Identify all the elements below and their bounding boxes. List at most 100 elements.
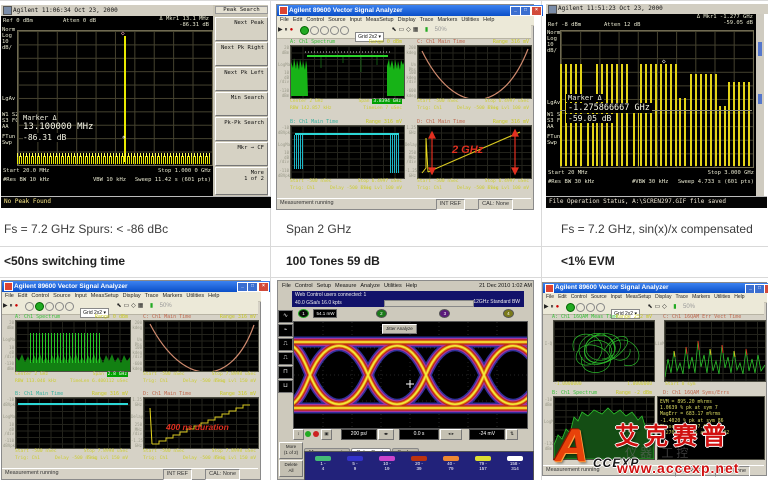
menu-utilities[interactable]: Utilities [714,294,731,300]
more-button[interactable]: More (1 of 2) [279,442,303,459]
delay-buttons[interactable]: ◂ ▸ [440,429,462,440]
menu-file[interactable]: File [546,294,555,300]
menu-markers[interactable]: Markers [437,17,458,23]
play-button[interactable]: ▶ [3,303,8,309]
zoom-box-tool-icon[interactable]: ▭ [123,303,130,309]
grid-layout-dropdown[interactable]: Grid 2x2 ▾ [611,309,640,319]
scroll-strip[interactable] [756,14,764,196]
delay-field[interactable]: 0.0 s [399,429,439,440]
menu-display[interactable]: Display [122,293,141,299]
menu-trace[interactable]: Trace [675,294,689,300]
menu-control[interactable]: Control [31,293,50,299]
channel-2-button[interactable]: 2 [375,309,387,318]
tool-button[interactable] [339,26,349,35]
grid-layout-dropdown[interactable]: Grid 2x2 ▾ [80,308,109,318]
menu-trace[interactable]: Trace [144,293,159,299]
tool-button[interactable] [54,302,64,311]
marker-tool-icon[interactable]: ◇ [131,303,136,309]
menu-source[interactable]: Source [328,17,346,23]
record-button[interactable]: ● [555,304,560,310]
menu-input[interactable]: Input [349,17,362,23]
timebase-field[interactable]: 200 ps/ [341,429,377,440]
menu-help[interactable]: Help [405,283,418,289]
tool-button[interactable] [319,26,329,35]
grid-tool-icon[interactable]: ▦ [412,27,419,33]
menu-markers[interactable]: Markers [162,293,183,299]
spin-button[interactable]: ↕ [293,429,304,440]
menu-help[interactable]: Help [483,17,495,23]
run-indicator[interactable] [305,431,311,437]
pointer-tool-icon[interactable]: ⬉ [647,304,653,310]
pointer-tool-icon[interactable]: ⬉ [116,303,122,309]
marker-tool-icon[interactable]: ◇ [662,304,667,310]
menu-display[interactable]: Display [397,17,416,23]
tool-button[interactable] [64,302,74,311]
softkey-next-pk-right[interactable]: Next Pk Right [215,42,268,66]
menu-markers[interactable]: Markers [692,294,711,300]
softkey-next-pk-left[interactable]: Next Pk Left [215,67,268,91]
waveform-preset-button[interactable]: ⊓ [278,366,293,379]
tool-button[interactable] [595,303,605,312]
waveform-preset-button[interactable]: ⊔ [278,380,293,393]
menu-meassetup[interactable]: MeasSetup [90,293,119,299]
menu-edit[interactable]: Edit [558,294,567,300]
grid-layout-dropdown[interactable]: Grid 2x2 ▾ [355,32,384,42]
maximize-button[interactable]: □ [247,282,258,292]
softkey-next-peak[interactable]: Next Peak [215,17,268,41]
close-button[interactable]: × [258,282,269,292]
menu-source[interactable]: Source [590,294,607,300]
softkey-mkr-to-cf[interactable]: Mkr → CF [215,142,268,166]
timebase-buttons[interactable]: ◂▸ [378,429,394,440]
menu-control[interactable]: Control [294,283,313,289]
marker-tool-icon[interactable]: ◇ [406,27,411,33]
menu-edit[interactable]: Edit [292,17,303,23]
menu-file[interactable]: File [282,283,291,289]
play-button[interactable]: ▶ [544,304,549,310]
tool-button[interactable] [329,26,339,35]
record-button[interactable]: ● [289,27,294,33]
waveform-preset-button[interactable]: ∿ [278,310,293,323]
softkey-min-search[interactable]: Min Search [215,92,268,116]
pause-button[interactable]: ⏸ [550,304,554,310]
tool-button[interactable] [24,302,34,311]
channel-4-button[interactable]: 4 [502,309,514,318]
menu-utilities[interactable]: Utilities [383,283,402,289]
zoom-box-tool-icon[interactable]: ▭ [654,304,661,310]
channel-3-button[interactable]: 3 [439,309,451,318]
menu-input[interactable]: Input [610,294,622,300]
offset-field[interactable]: -24 mV [469,429,505,440]
menu-analyze[interactable]: Analyze [360,283,380,289]
record-button[interactable]: ● [14,303,19,309]
stop-indicator[interactable] [313,431,319,437]
tool-button[interactable] [44,302,54,311]
tool-button[interactable] [575,303,585,312]
menu-display[interactable]: Display [655,294,672,300]
grid-tool-icon[interactable]: ▦ [137,303,144,309]
tool-button[interactable] [309,26,319,35]
camera-button[interactable]: ▣ [321,429,332,440]
tool-button[interactable] [585,303,595,312]
waveform-preset-button[interactable]: ⎍ [278,352,293,365]
menu-meassetup[interactable]: MeasSetup [625,294,652,300]
menu-trace[interactable]: Trace [419,17,434,23]
channel-1-button[interactable]: 1 [298,309,309,318]
maximize-button[interactable]: □ [520,6,531,16]
jitter-analyze-button[interactable]: Jitter Analyze [382,324,417,334]
menu-help[interactable]: Help [734,294,745,300]
close-button[interactable]: × [531,6,542,16]
menu-meassetup[interactable]: MeasSetup [365,17,394,23]
autorange-button[interactable] [565,303,575,312]
autorange-button[interactable] [34,302,44,311]
waveform-preset-button[interactable]: ⎍ [278,338,293,351]
softkey-more[interactable]: More 1 of 2 [215,167,268,195]
menu-help[interactable]: Help [208,293,220,299]
menu-edit[interactable]: Edit [17,293,28,299]
menu-input[interactable]: Input [74,293,87,299]
play-button[interactable]: ▶ [278,27,283,33]
waveform-preset-button[interactable]: ⌁ [278,324,293,337]
autorange-button[interactable] [299,26,309,35]
menu-source[interactable]: Source [53,293,71,299]
menu-utilities[interactable]: Utilities [461,17,480,23]
menu-utilities[interactable]: Utilities [186,293,205,299]
menu-setup[interactable]: Setup [316,283,331,289]
